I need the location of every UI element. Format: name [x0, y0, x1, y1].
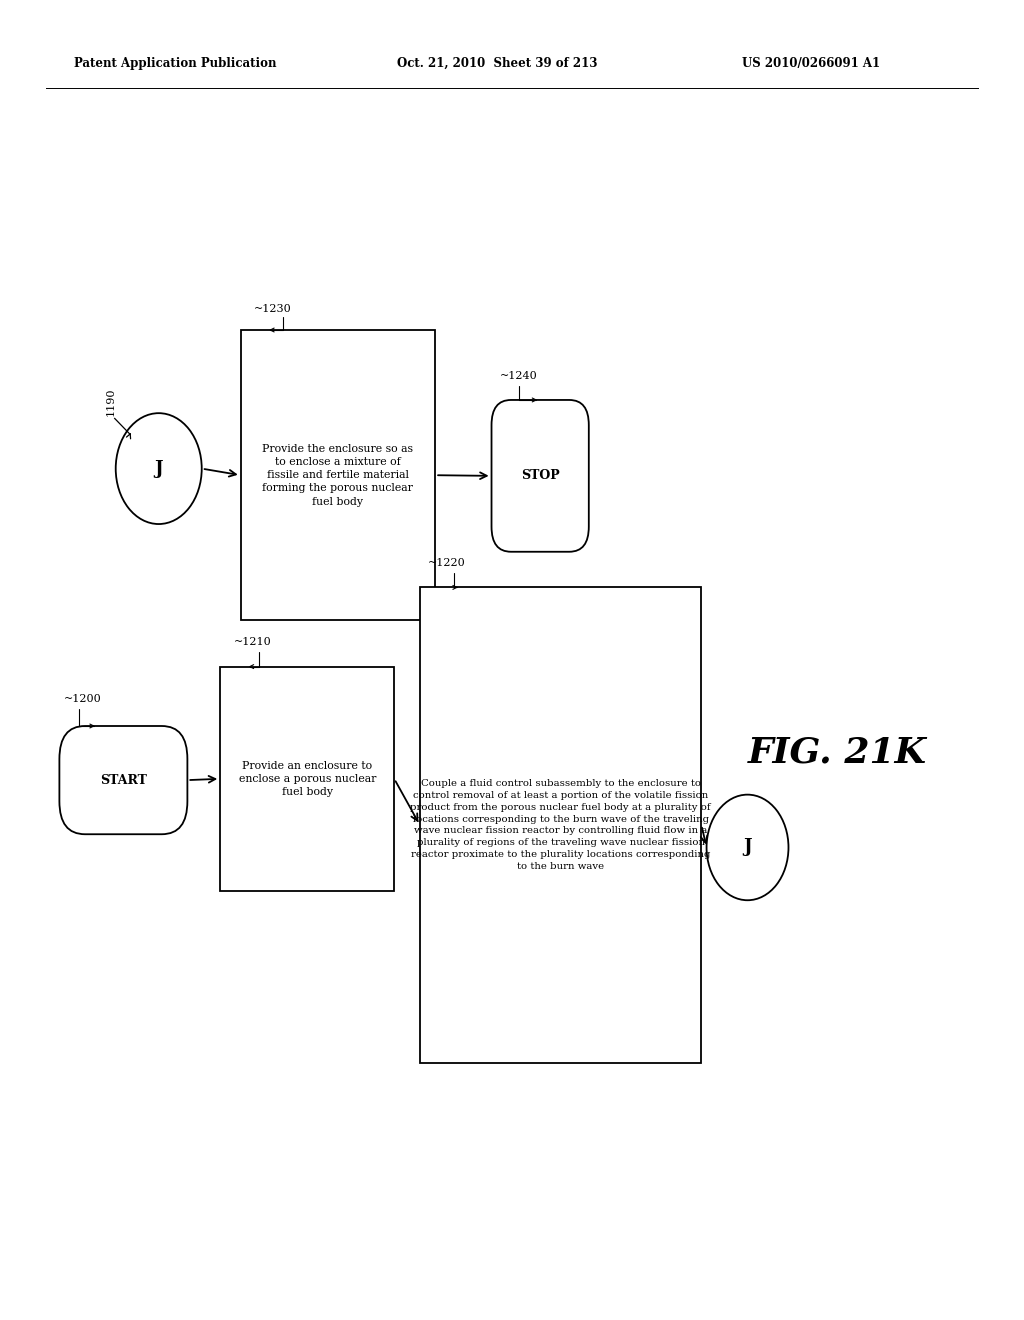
FancyBboxPatch shape	[492, 400, 589, 552]
Text: FIG. 21K: FIG. 21K	[748, 735, 927, 770]
Text: START: START	[100, 774, 146, 787]
Text: Provide an enclosure to
enclose a porous nuclear
fuel body: Provide an enclosure to enclose a porous…	[239, 760, 376, 797]
Text: J: J	[743, 838, 752, 857]
Text: US 2010/0266091 A1: US 2010/0266091 A1	[742, 57, 881, 70]
Text: STOP: STOP	[521, 470, 559, 482]
Circle shape	[707, 795, 788, 900]
Bar	[220, 667, 394, 891]
Text: ~1230: ~1230	[254, 304, 292, 314]
Text: Provide the enclosure so as
to enclose a mixture of
fissile and fertile material: Provide the enclosure so as to enclose a…	[262, 444, 414, 507]
Text: 1190: 1190	[105, 387, 116, 416]
Text: Couple a fluid control subassembly to the enclosure to
control removal of at lea: Couple a fluid control subassembly to th…	[411, 779, 711, 871]
Text: ~1210: ~1210	[233, 638, 271, 648]
Text: J: J	[155, 459, 163, 478]
Circle shape	[116, 413, 202, 524]
Text: Oct. 21, 2010  Sheet 39 of 213: Oct. 21, 2010 Sheet 39 of 213	[397, 57, 598, 70]
Text: Patent Application Publication: Patent Application Publication	[74, 57, 276, 70]
Text: ~1200: ~1200	[63, 694, 101, 705]
FancyBboxPatch shape	[59, 726, 187, 834]
Bar	[241, 330, 435, 620]
Text: ~1240: ~1240	[501, 371, 538, 381]
Bar	[420, 587, 701, 1063]
Text: ~1220: ~1220	[428, 558, 466, 569]
